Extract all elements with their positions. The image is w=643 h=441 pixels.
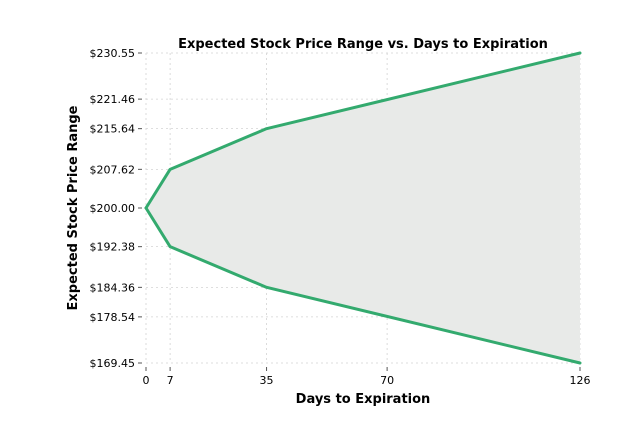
y-tick-label: $200.00	[90, 202, 136, 215]
x-axis-title: Days to Expiration	[296, 392, 431, 407]
y-axis-title: Expected Stock Price Range	[66, 105, 81, 310]
x-tick-label: 7	[167, 374, 174, 387]
y-tick-label: $169.45	[90, 357, 136, 370]
x-tick-label: 126	[570, 374, 591, 387]
y-tick-label: $178.54	[90, 311, 136, 324]
x-tick-label: 35	[260, 374, 274, 387]
y-tick-label: $221.46	[90, 93, 136, 106]
y-tick-label: $215.64	[90, 123, 136, 136]
x-tick-label: 70	[380, 374, 394, 387]
y-tick-label: $192.38	[90, 241, 136, 254]
chart-title: Expected Stock Price Range vs. Days to E…	[178, 37, 548, 52]
y-tick-label: $207.62	[90, 163, 136, 176]
y-tick-label: $184.36	[90, 281, 136, 294]
x-tick-label: 0	[143, 374, 150, 387]
y-tick-label: $230.55	[90, 47, 136, 60]
